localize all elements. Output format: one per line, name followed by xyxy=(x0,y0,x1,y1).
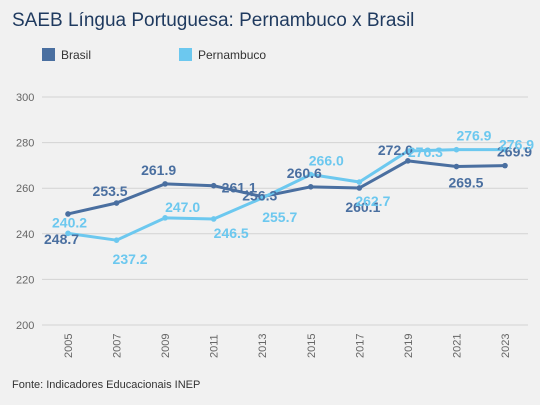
y-tick-label: 260 xyxy=(16,183,34,195)
x-tick-label: 2015 xyxy=(306,334,318,358)
data-label-brasil: 260.1 xyxy=(345,199,380,215)
data-label-pernambuco: 246.5 xyxy=(214,225,249,241)
data-label-brasil: 260.6 xyxy=(287,165,322,181)
data-label-pernambuco: 240.2 xyxy=(52,214,87,230)
data-point-pernambuco xyxy=(259,195,266,201)
data-label-pernambuco: 276.9 xyxy=(499,137,534,153)
data-label-brasil: 256.3 xyxy=(242,188,277,204)
data-point-pernambuco xyxy=(162,215,168,221)
data-point-brasil xyxy=(162,181,168,187)
data-point-brasil xyxy=(113,200,120,206)
x-tick-label: 2019 xyxy=(403,334,415,358)
legend-label-brasil: Brasil xyxy=(61,48,92,62)
data-point-pernambuco xyxy=(502,146,508,153)
x-tick-label: 2023 xyxy=(500,334,512,358)
data-label-brasil: 261.9 xyxy=(141,162,176,178)
data-point-pernambuco xyxy=(453,146,460,153)
x-tick-label: 2013 xyxy=(257,334,269,358)
data-label-brasil: 248.7 xyxy=(44,231,79,247)
data-label-brasil: 253.5 xyxy=(93,183,128,199)
legend-item-pernambuco[interactable]: Pernambuco xyxy=(179,48,266,62)
data-label-pernambuco: 262.7 xyxy=(355,193,390,209)
data-label-brasil: 269.9 xyxy=(497,144,532,160)
x-tick-label: 2011 xyxy=(209,334,221,358)
y-tick-label: 240 xyxy=(16,229,34,241)
data-point-pernambuco xyxy=(113,237,120,243)
chart-title: SAEB Língua Portuguesa: Pernambuco x Bra… xyxy=(12,10,415,31)
data-label-pernambuco: 276.3 xyxy=(408,144,443,160)
x-tick-label: 2017 xyxy=(354,334,366,358)
data-point-pernambuco xyxy=(307,171,314,178)
data-label-pernambuco: 266.0 xyxy=(309,153,344,169)
data-point-brasil xyxy=(502,162,508,169)
legend-label-pernambuco: Pernambuco xyxy=(198,48,267,62)
x-tick-label: 2005 xyxy=(63,334,75,358)
legend-swatch-pernambuco xyxy=(179,48,192,61)
data-label-brasil: 269.5 xyxy=(448,175,483,191)
legend-item-brasil[interactable]: Brasil xyxy=(42,48,91,62)
data-label-pernambuco: 276.9 xyxy=(456,128,491,144)
series-line-pernambuco xyxy=(67,148,505,242)
data-point-brasil xyxy=(453,163,460,170)
legend-swatch-brasil xyxy=(42,48,55,61)
data-point-brasil xyxy=(356,185,363,191)
source-note: Fonte: Indicadores Educacionais INEP xyxy=(12,379,201,391)
data-label-pernambuco: 255.7 xyxy=(262,209,297,225)
data-label-brasil: 272.0 xyxy=(378,142,413,158)
data-label-pernambuco: 247.0 xyxy=(165,199,200,215)
x-tick-label: 2009 xyxy=(160,334,172,358)
data-point-brasil xyxy=(65,211,71,217)
data-point-brasil xyxy=(405,158,411,164)
y-tick-label: 300 xyxy=(16,92,34,104)
data-point-brasil xyxy=(210,182,217,189)
y-tick-label: 280 xyxy=(16,138,34,150)
data-point-pernambuco xyxy=(65,230,71,237)
data-point-pernambuco xyxy=(405,148,411,154)
y-tick-label: 200 xyxy=(16,320,34,332)
x-tick-label: 2007 xyxy=(112,334,124,358)
data-label-pernambuco: 237.2 xyxy=(113,251,148,267)
data-point-brasil xyxy=(307,184,314,190)
data-label-brasil: 261.1 xyxy=(222,180,257,196)
x-tick-label: 2021 xyxy=(451,334,463,358)
y-tick-label: 220 xyxy=(16,274,34,286)
data-point-pernambuco xyxy=(356,179,363,185)
data-point-pernambuco xyxy=(210,216,217,222)
series-line-brasil xyxy=(67,159,506,216)
